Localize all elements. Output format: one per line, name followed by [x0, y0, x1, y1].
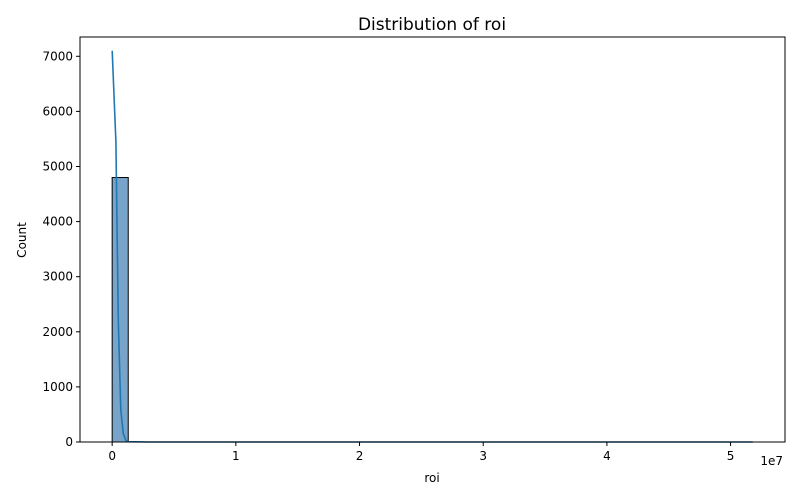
x-tick-label: 2 — [356, 449, 364, 463]
y-axis-label: Count — [15, 222, 29, 258]
axes-frame — [79, 36, 786, 443]
chart-title: Distribution of roi — [358, 15, 506, 35]
x-tick-label: 5 — [727, 449, 735, 463]
x-tick-label: 0 — [108, 449, 116, 463]
x-tick-label: 4 — [603, 449, 611, 463]
y-tick-label: 3000 — [42, 270, 73, 284]
y-axis: 0 1000 2000 3000 4000 5000 6000 7000 — [42, 49, 80, 449]
x-axis: 0 1 2 3 4 5 — [108, 442, 734, 463]
plot-area — [111, 50, 753, 443]
y-tick-label: 0 — [65, 435, 73, 449]
y-tick-label: 4000 — [42, 215, 73, 229]
x-tick-label: 3 — [479, 449, 487, 463]
x-axis-offset-label: 1e7 — [760, 454, 783, 468]
y-tick-label: 1000 — [42, 380, 73, 394]
x-tick-label: 1 — [232, 449, 240, 463]
x-axis-label: roi — [424, 471, 439, 485]
y-tick-label: 6000 — [42, 104, 73, 118]
y-tick-label: 5000 — [42, 159, 73, 173]
y-tick-label: 2000 — [42, 325, 73, 339]
y-tick-label: 7000 — [42, 49, 73, 63]
